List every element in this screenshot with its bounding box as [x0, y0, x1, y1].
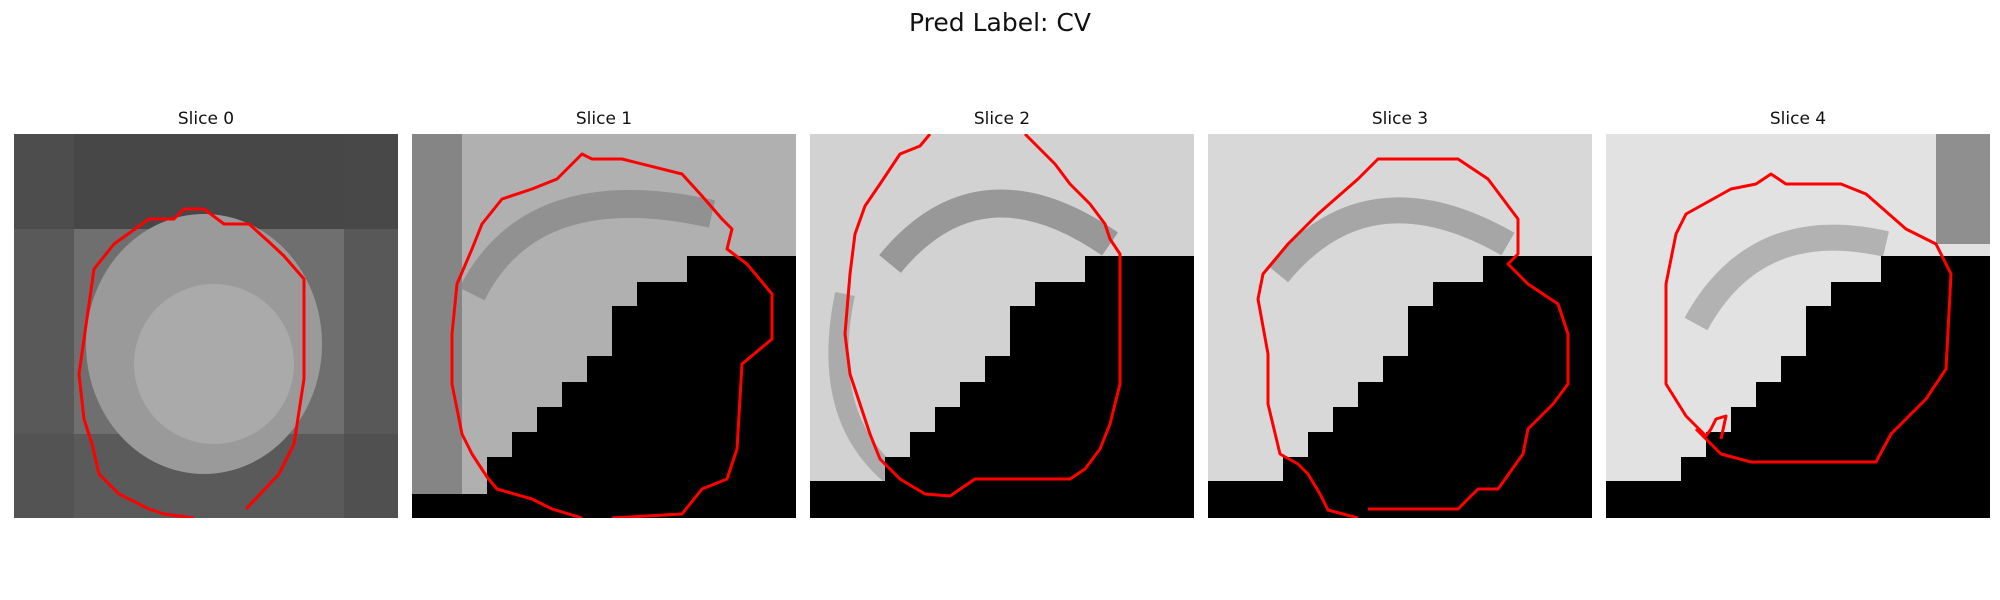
dark-region — [14, 134, 398, 229]
slice-image-3 — [1208, 134, 1592, 518]
predicted-contour — [450, 152, 774, 518]
predicted-contour — [843, 134, 1122, 498]
slice-image-0 — [14, 134, 398, 518]
dark-arc — [1684, 224, 1889, 331]
masked-area — [412, 256, 796, 518]
predicted-contour — [77, 207, 306, 518]
dark-region — [1936, 134, 1990, 244]
slice-title-1: Slice 1 — [575, 109, 633, 129]
slice-image-1 — [412, 134, 796, 518]
dark-region — [14, 134, 74, 518]
predicted-contour — [1664, 172, 1953, 464]
slice-image-2 — [810, 134, 1194, 518]
slice-title-2: Slice 2 — [973, 109, 1031, 129]
slice-title-4: Slice 4 — [1769, 109, 1827, 129]
dark-region — [412, 134, 462, 518]
dark-arc — [459, 190, 716, 301]
dark-arc — [879, 189, 1118, 274]
masked-area — [1208, 256, 1592, 518]
dark-arc — [828, 291, 897, 482]
dark-arc — [1267, 197, 1515, 283]
predicted-contour — [1256, 157, 1570, 518]
bright-region — [134, 284, 294, 444]
figure-title: Pred Label: CV — [909, 8, 1091, 37]
dark-region — [344, 134, 398, 518]
masked-area — [1606, 256, 1990, 518]
slice-title-0: Slice 0 — [177, 109, 235, 129]
slice-title-3: Slice 3 — [1371, 109, 1429, 129]
slice-image-4 — [1606, 134, 1990, 518]
